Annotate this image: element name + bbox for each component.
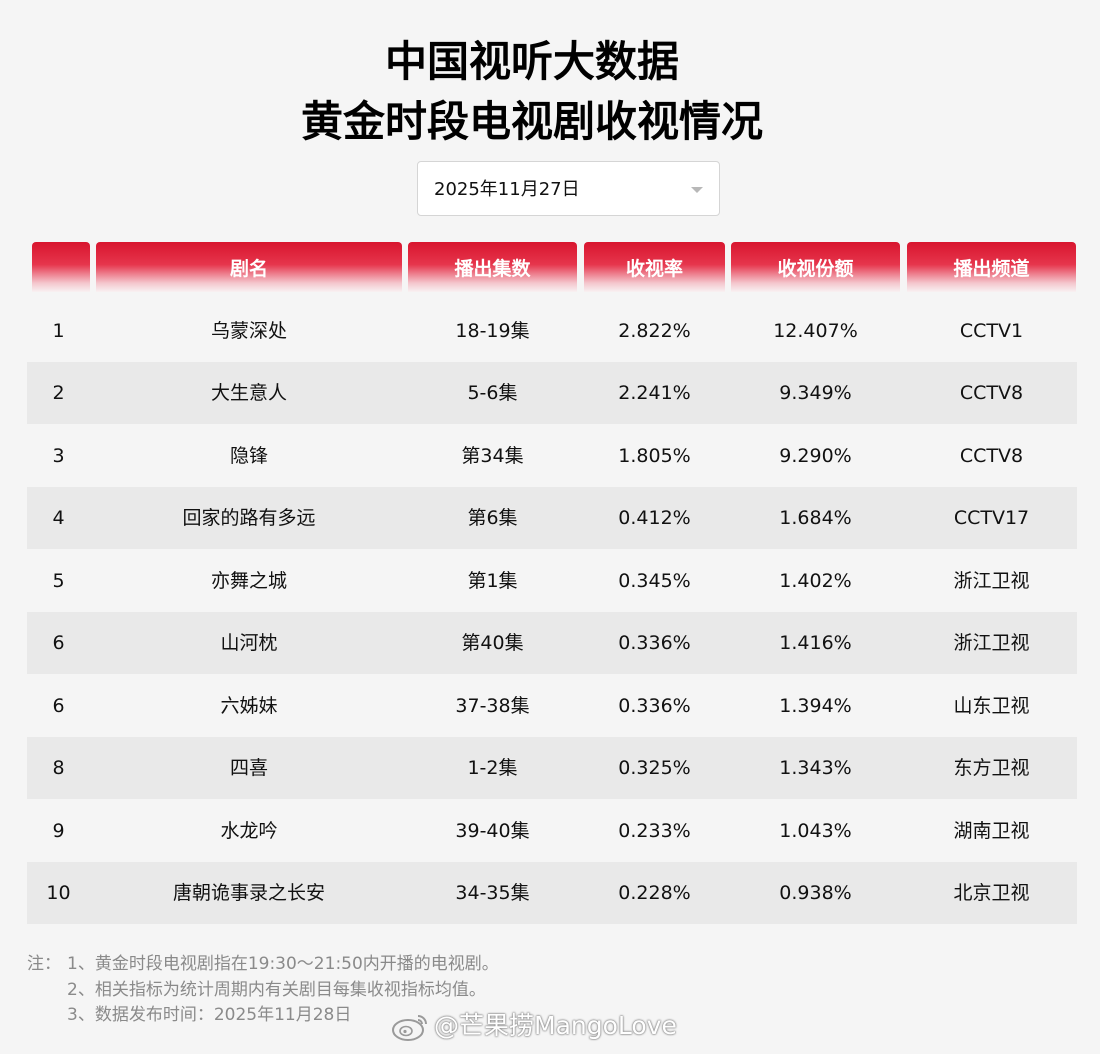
table-row: 8 四喜 1-2集 0.325% 1.343% 东方卫视 bbox=[27, 737, 1077, 799]
date-select-value: 2025年11月27日 bbox=[434, 179, 580, 200]
cell-share: 1.394% bbox=[779, 695, 852, 717]
table-row: 3 隐锋 第34集 1.805% 9.290% CCTV8 bbox=[27, 425, 1077, 487]
cell-channel: CCTV17 bbox=[953, 507, 1030, 529]
table-row: 1 乌蒙深处 18-19集 2.822% 12.407% CCTV1 bbox=[27, 300, 1077, 362]
cell-name: 山河枕 bbox=[220, 632, 278, 654]
cell-episodes: 37-38集 bbox=[455, 695, 530, 717]
cell-channel: 湖南卫视 bbox=[953, 820, 1030, 842]
cell-rank: 5 bbox=[52, 570, 65, 592]
note-line-2: 2、相关指标为统计周期内有关剧目每集收视指标均值。 bbox=[67, 980, 486, 1000]
cell-rating: 0.325% bbox=[618, 757, 691, 779]
cell-episodes: 18-19集 bbox=[455, 320, 530, 342]
table-row: 10 唐朝诡事录之长安 34-35集 0.228% 0.938% 北京卫视 bbox=[27, 862, 1077, 924]
cell-episodes: 39-40集 bbox=[455, 820, 530, 842]
cell-rank: 6 bbox=[52, 632, 65, 654]
cell-name: 四喜 bbox=[229, 757, 268, 779]
cell-rating: 0.336% bbox=[618, 695, 691, 717]
weibo-logo-icon bbox=[392, 1015, 427, 1041]
cell-rating: 0.412% bbox=[618, 507, 691, 529]
cell-share: 0.938% bbox=[779, 882, 852, 904]
note-line-3: 3、数据发布时间：2025年11月28日 bbox=[67, 1005, 352, 1025]
table-row: 5 亦舞之城 第1集 0.345% 1.402% 浙江卫视 bbox=[27, 550, 1077, 612]
chevron-down-icon[interactable] bbox=[691, 187, 703, 193]
cell-share: 9.349% bbox=[779, 382, 852, 404]
header-episodes: 播出集数 bbox=[408, 242, 577, 292]
cell-rating: 2.241% bbox=[618, 382, 691, 404]
cell-rating: 0.228% bbox=[618, 882, 691, 904]
cell-share: 1.684% bbox=[779, 507, 852, 529]
cell-rating: 2.822% bbox=[618, 320, 691, 342]
table-row: 4 回家的路有多远 第6集 0.412% 1.684% CCTV17 bbox=[27, 487, 1077, 549]
cell-episodes: 第34集 bbox=[461, 445, 524, 467]
cell-name: 六姊妹 bbox=[220, 695, 278, 717]
cell-channel: CCTV1 bbox=[959, 320, 1024, 342]
note-line-1: 1、黄金时段电视剧指在19:30～21:50内开播的电视剧。 bbox=[67, 954, 499, 974]
note-prefix: 注： bbox=[27, 954, 61, 974]
cell-episodes: 5-6集 bbox=[467, 382, 518, 404]
cell-rank: 2 bbox=[52, 382, 65, 404]
date-select[interactable]: 2025年11月27日 bbox=[417, 161, 720, 216]
cell-channel: 浙江卫视 bbox=[953, 632, 1030, 654]
table-row: 2 大生意人 5-6集 2.241% 9.349% CCTV8 bbox=[27, 362, 1077, 424]
cell-rank: 4 bbox=[52, 507, 65, 529]
table-row: 9 水龙吟 39-40集 0.233% 1.043% 湖南卫视 bbox=[27, 800, 1077, 862]
cell-channel: 东方卫视 bbox=[953, 757, 1030, 779]
cell-rating: 1.805% bbox=[618, 445, 691, 467]
header-channel: 播出频道 bbox=[907, 242, 1076, 292]
cell-share: 1.402% bbox=[779, 570, 852, 592]
header-rating: 收视率 bbox=[584, 242, 725, 292]
page-subtitle: 黄金时段电视剧收视情况 bbox=[300, 97, 763, 146]
page-title: 中国视听大数据 bbox=[384, 37, 679, 86]
cell-episodes: 第1集 bbox=[467, 570, 518, 592]
cell-channel: CCTV8 bbox=[959, 382, 1024, 404]
header-share: 收视份额 bbox=[731, 242, 900, 292]
cell-rating: 0.345% bbox=[618, 570, 691, 592]
cell-share: 1.416% bbox=[779, 632, 852, 654]
cell-rating: 0.233% bbox=[618, 820, 691, 842]
cell-share: 12.407% bbox=[773, 320, 858, 342]
cell-name: 亦舞之城 bbox=[210, 570, 287, 592]
cell-episodes: 第6集 bbox=[467, 507, 518, 529]
header-name: 剧名 bbox=[96, 242, 402, 292]
cell-rank: 1 bbox=[52, 320, 65, 342]
cell-name: 隐锋 bbox=[229, 445, 268, 467]
cell-name: 乌蒙深处 bbox=[210, 320, 287, 342]
watermark-text: @芒果捞MangoLove bbox=[434, 1011, 677, 1040]
cell-channel: 浙江卫视 bbox=[953, 570, 1030, 592]
cell-share: 9.290% bbox=[779, 445, 852, 467]
cell-name: 大生意人 bbox=[210, 382, 287, 404]
cell-rank: 10 bbox=[46, 882, 71, 904]
cell-episodes: 1-2集 bbox=[467, 757, 518, 779]
cell-episodes: 第40集 bbox=[461, 632, 524, 654]
cell-name: 唐朝诡事录之长安 bbox=[172, 882, 325, 904]
table-row: 6 六姊妹 37-38集 0.336% 1.394% 山东卫视 bbox=[27, 675, 1077, 737]
cell-episodes: 34-35集 bbox=[455, 882, 530, 904]
cell-rank: 8 bbox=[52, 757, 65, 779]
cell-channel: 山东卫视 bbox=[953, 695, 1030, 717]
cell-name: 水龙吟 bbox=[220, 820, 278, 842]
cell-channel: CCTV8 bbox=[959, 445, 1024, 467]
cell-channel: 北京卫视 bbox=[953, 882, 1030, 904]
header-rank bbox=[32, 242, 90, 292]
cell-rank: 6 bbox=[52, 695, 65, 717]
watermark: @芒果捞MangoLove bbox=[390, 1004, 677, 1048]
table-row: 6 山河枕 第40集 0.336% 1.416% 浙江卫视 bbox=[27, 612, 1077, 674]
cell-rating: 0.336% bbox=[618, 632, 691, 654]
cell-share: 1.343% bbox=[779, 757, 852, 779]
cell-rank: 9 bbox=[52, 820, 65, 842]
cell-rank: 3 bbox=[52, 445, 65, 467]
cell-name: 回家的路有多远 bbox=[182, 507, 316, 529]
cell-share: 1.043% bbox=[779, 820, 852, 842]
